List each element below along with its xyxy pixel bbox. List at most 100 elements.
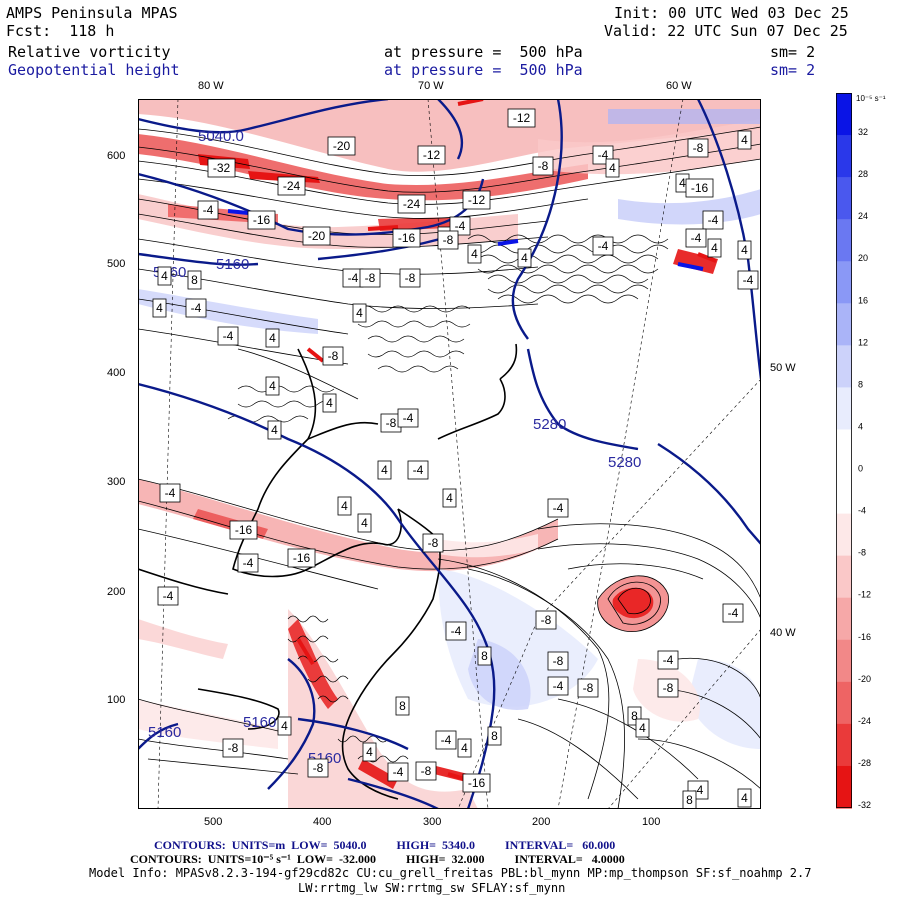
label-box [532,156,554,176]
label-box [449,216,471,236]
field2-smoothing: sm= 2 [770,61,816,79]
vorticity-value-label: 4 [357,513,372,533]
y-tick-400: 400 [107,367,126,379]
colorbar-swatch [836,387,852,430]
label-text: -4 [441,733,452,747]
label-box [682,790,697,809]
label-box [457,738,472,758]
label-box [152,298,167,318]
label-box [592,236,614,256]
label-box [237,553,259,573]
svg-text:5280: 5280 [533,416,566,433]
label-text: -4 [393,765,404,779]
label-text: -8 [386,416,397,430]
vorticity-value-label: -8 [577,678,599,698]
vorticity-value-label: -8 [359,268,381,288]
colorbar-swatches [836,93,852,809]
label-box [362,742,377,762]
vorticity-value-label: -4 [387,762,409,782]
graticule [157,99,761,809]
label-box [415,761,437,781]
vorticity-value-label: 4 [337,496,352,516]
label-text: -4 [728,606,739,620]
colorbar-label: -24 [858,716,871,726]
forecast-hour: Fcst: 118 h [6,22,115,40]
model-title: AMPS Peninsula MPAS [6,4,178,22]
vorticity-value-label: -4 [702,210,724,230]
label-text: -16 [468,776,486,790]
label-text: -4 [553,679,564,693]
label-box [737,788,752,808]
label-box [207,158,236,178]
vorticity-value-label: -8 [687,138,709,158]
vorticity-value-label: 4 [277,716,292,736]
footer-height-contours: CONTOURS: UNITS=m LOW= 5040.0 HIGH= 5340… [154,838,616,852]
label-box [635,718,650,738]
svg-text:5280: 5280 [608,454,641,471]
vorticity-colorbar: 32 28 24 20 16 12 8 4 0 -4 -8 -12 -16 -20 -24 -28 -32 10… [836,93,886,810]
vorticity-value-label: 4 [707,238,722,258]
label-text: -8 [405,271,416,285]
label-text: -4 [243,556,254,570]
label-text: 8 [686,793,693,807]
label-text: -4 [691,231,702,245]
label-text: 8 [399,699,406,713]
label-box [437,230,459,250]
vorticity-value-label: -4 [657,650,679,670]
label-text: 8 [191,273,198,287]
vorticity-value-label: -4 [407,460,429,480]
footer-model-info: Model Info: MPASv8.2.3-194-gf29cd82c CU:… [89,866,812,880]
convective-activity [227,234,669,763]
label-text: -24 [403,197,421,211]
vorticity-value-label: 4 [265,376,280,396]
colorbar-label: 24 [858,211,868,221]
label-box [685,228,707,248]
footer-vorticity-contours: CONTOURS: UNITS=10⁻⁵ s⁻¹ LOW= -32.000 HI… [130,852,625,866]
label-box [287,548,316,568]
vorticity-value-label: -4 [722,603,744,623]
label-text: -12 [468,193,486,207]
colorbar-label: -16 [858,632,871,642]
vorticity-value-label: -24 [277,176,306,196]
vorticity-value-label: -8 [322,346,344,366]
label-box [392,228,421,248]
vorticity-value-label: -8 [547,651,569,671]
label-box [359,268,381,288]
label-text: -16 [293,551,311,565]
label-text: -20 [333,139,351,153]
vorticity-value-label: -4 [159,483,181,503]
label-text: -16 [691,181,709,195]
label-text: -4 [348,271,359,285]
label-box [157,266,172,286]
label-text: 4 [741,133,748,147]
colorbar-swatch [836,303,852,346]
colorbar-label: 8 [858,379,863,389]
label-text: -4 [203,203,214,217]
label-text: -8 [583,681,594,695]
vorticity-value-label: -4 [157,586,179,606]
field1-level: at pressure = 500 hPa [384,43,583,61]
label-box [547,651,569,671]
label-box [467,244,482,264]
vorticity-value-label: 4 [635,718,650,738]
label-text: -32 [213,161,231,175]
field2-name: Geopotential height [8,61,180,79]
label-box [477,646,492,666]
y-tick-500: 500 [107,258,126,270]
label-box [517,248,532,268]
label-box [187,270,202,290]
vorticity-value-label: 8 [477,646,492,666]
vorticity-value-label: 4 [605,158,620,178]
lon-label-60w: 60 W [666,80,692,92]
label-text: -4 [223,329,234,343]
vorticity-value-label: -4 [217,326,239,346]
label-text: -4 [191,301,202,315]
label-box [737,270,759,290]
colorbar-label: -8 [858,548,866,558]
colorbar-swatch [836,177,852,220]
vorticity-value-label: -8 [532,156,554,176]
label-text: -8 [313,761,324,775]
lon-label-80w: 80 W [198,80,224,92]
label-text: 4 [366,745,373,759]
label-box [407,460,429,480]
